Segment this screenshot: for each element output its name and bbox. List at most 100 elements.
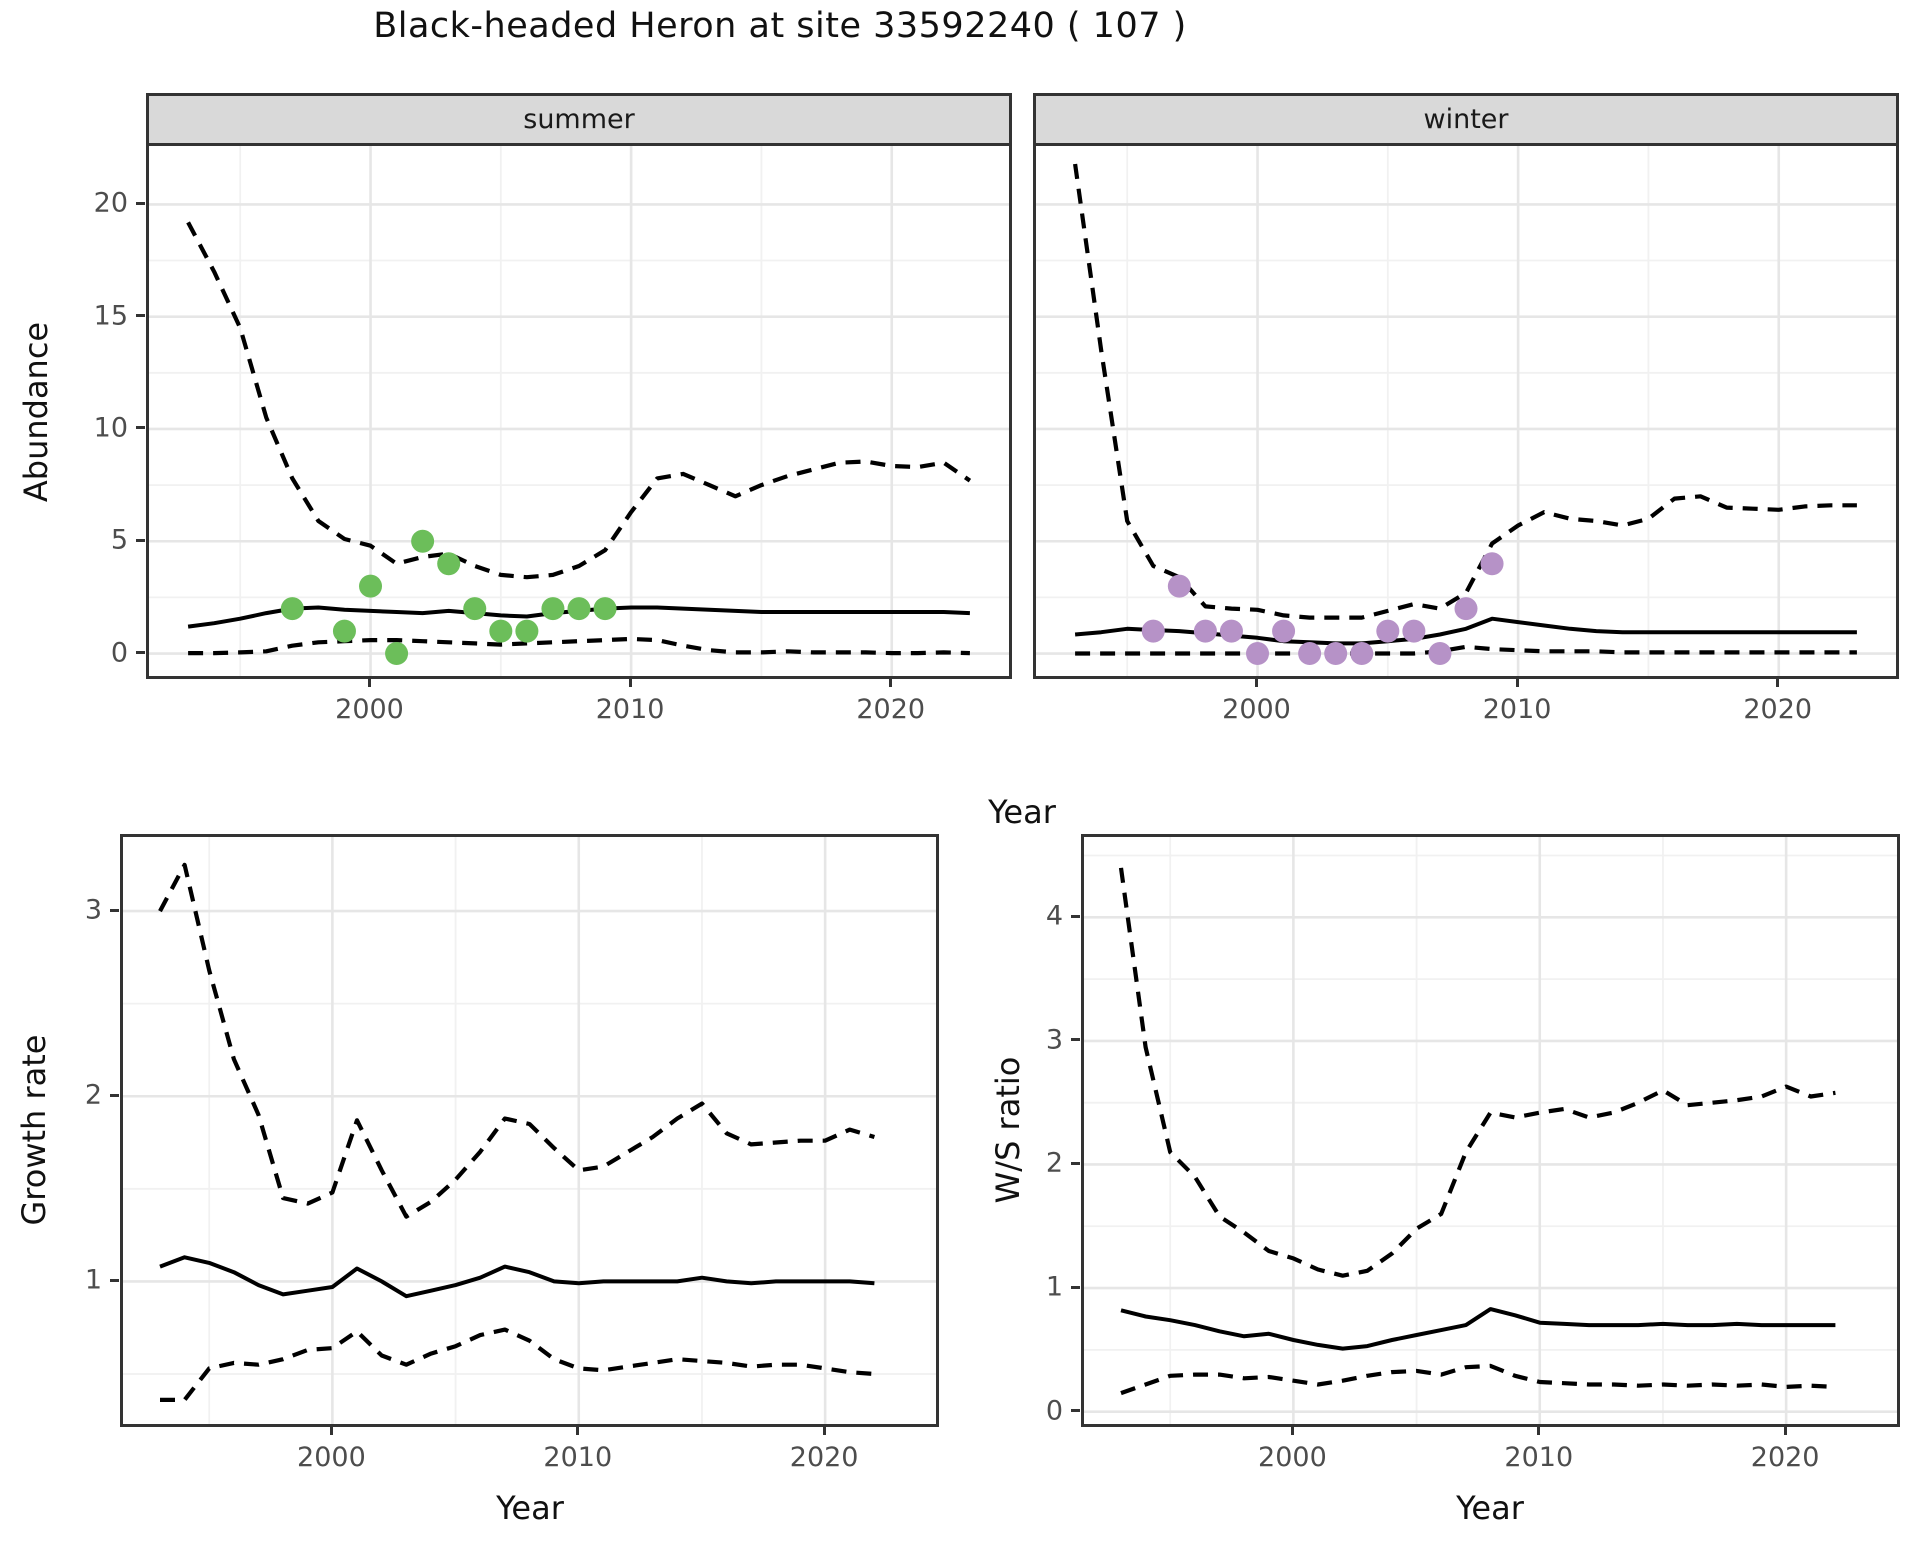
x-tick-label: 2020 [1750, 1442, 1820, 1473]
panel-abundance-winter [1033, 143, 1899, 679]
data-point-observed-counts-winter [1246, 642, 1270, 666]
y-tick-label: 15 [93, 300, 128, 332]
y-tick-mark [110, 1093, 119, 1097]
data-point-observed-counts-winter [1350, 642, 1374, 666]
y-tick-label: 2 [1045, 1147, 1063, 1179]
ws-ratio-median-line [1120, 1307, 1836, 1351]
x-tick-mark [889, 678, 893, 687]
x-tick-mark [1290, 1426, 1294, 1435]
y-tick-mark [136, 651, 145, 655]
y-tick-label: 0 [1045, 1395, 1063, 1427]
abundance-winter-lower-credible-line [1075, 644, 1857, 656]
data-point-observed-counts-summer [489, 619, 513, 643]
data-point-observed-counts-winter [1480, 552, 1504, 576]
y-tick-mark [136, 426, 145, 430]
facet-strip-winter: winter [1033, 93, 1899, 146]
y-tick-label: 10 [93, 412, 128, 444]
y-tick-label: 3 [1045, 1024, 1063, 1056]
y-tick-mark [1071, 1038, 1080, 1042]
data-point-observed-counts-summer [437, 552, 461, 576]
data-point-observed-counts-winter [1298, 642, 1322, 666]
x-tick-mark [822, 1426, 826, 1435]
y-tick-mark [136, 314, 145, 318]
data-point-observed-counts-summer [359, 574, 383, 598]
data-point-observed-counts-summer [280, 597, 304, 621]
x-tick-mark [628, 678, 632, 687]
y-tick-mark [1071, 1409, 1080, 1413]
x-axis-title-ws: Year [1456, 1489, 1524, 1527]
x-tick-label: 2020 [1743, 694, 1813, 725]
facet-strip-summer-label: summer [523, 104, 635, 135]
x-tick-label: 2000 [1222, 694, 1291, 725]
y-tick-mark [1071, 1161, 1080, 1165]
y-tick-mark [110, 1278, 119, 1282]
x-tick-mark [1776, 678, 1780, 687]
growth-rate-lower-credible-line [160, 1327, 875, 1403]
data-point-observed-counts-summer [593, 597, 617, 621]
data-point-observed-counts-summer [463, 597, 487, 621]
x-tick-mark [1783, 1426, 1787, 1435]
x-tick-label: 2020 [789, 1442, 859, 1473]
data-point-observed-counts-winter [1454, 597, 1478, 621]
x-tick-mark [368, 678, 371, 687]
facet-strip-winter-label: winter [1423, 104, 1509, 135]
data-point-observed-counts-winter [1428, 642, 1452, 666]
x-tick-label: 2000 [335, 694, 404, 725]
data-point-observed-counts-winter [1376, 619, 1400, 643]
abundance-summer-plot [149, 146, 1009, 676]
y-tick-mark [1071, 914, 1080, 918]
y-axis-title-ws-ratio: W/S ratio [989, 1056, 1027, 1204]
data-point-observed-counts-winter [1219, 619, 1243, 643]
x-tick-mark [329, 1426, 333, 1435]
x-tick-label: 2010 [1482, 694, 1552, 725]
data-point-observed-counts-winter [1402, 619, 1426, 643]
abundance-summer-upper-credible-line [186, 221, 972, 580]
abundance-winter-median-line [1074, 616, 1857, 646]
y-tick-label: 5 [110, 524, 128, 556]
abundance-winter-upper-credible-line [1073, 163, 1857, 620]
y-tick-label: 3 [84, 894, 102, 926]
x-axis-title-growth: Year [496, 1489, 564, 1527]
panel-abundance-summer [146, 143, 1012, 679]
abundance-summer-lower-credible-line [188, 636, 970, 656]
x-tick-label: 2010 [1504, 1442, 1574, 1473]
y-tick-label: 2 [84, 1079, 102, 1111]
growth-rate-median-line [159, 1255, 875, 1299]
x-tick-mark [1255, 678, 1258, 687]
y-tick-label: 4 [1045, 900, 1063, 932]
x-tick-label: 2020 [856, 694, 926, 725]
data-point-observed-counts-winter [1324, 642, 1348, 666]
y-tick-mark [1071, 1285, 1080, 1289]
ws-ratio-upper-credible-line [1118, 867, 1836, 1278]
x-axis-title-top: Year [988, 793, 1056, 831]
y-tick-label: 0 [110, 637, 128, 669]
y-tick-label: 20 [93, 187, 128, 219]
data-point-observed-counts-summer [385, 642, 409, 666]
x-tick-label: 2000 [1258, 1442, 1327, 1473]
x-tick-mark [1537, 1426, 1541, 1435]
x-tick-label: 2000 [297, 1442, 366, 1473]
data-point-observed-counts-summer [332, 619, 356, 643]
facet-strip-summer: summer [146, 93, 1012, 146]
data-point-observed-counts-summer [411, 529, 435, 553]
data-point-observed-counts-summer [567, 597, 591, 621]
data-point-observed-counts-winter [1167, 574, 1191, 598]
abundance-winter-plot [1036, 146, 1896, 676]
panel-growth-rate [120, 834, 939, 1427]
y-tick-mark [110, 908, 119, 912]
growth-rate-upper-credible-line [158, 862, 876, 1219]
growth-rate-plot [123, 837, 936, 1424]
x-tick-mark [576, 1426, 580, 1435]
page-title: Black-headed Heron at site 33592240 ( 10… [373, 6, 1187, 46]
data-point-observed-counts-winter [1193, 619, 1217, 643]
ws-ratio-plot [1084, 837, 1897, 1424]
data-point-observed-counts-summer [541, 597, 565, 621]
y-tick-mark [136, 538, 145, 542]
x-tick-label: 2010 [543, 1442, 613, 1473]
x-tick-mark [1515, 678, 1519, 687]
data-point-observed-counts-summer [515, 619, 539, 643]
y-tick-label: 1 [84, 1264, 102, 1296]
ws-ratio-lower-credible-line [1120, 1363, 1836, 1396]
y-axis-title-growth-rate: Growth rate [15, 1034, 53, 1226]
y-tick-label: 1 [1045, 1271, 1063, 1303]
